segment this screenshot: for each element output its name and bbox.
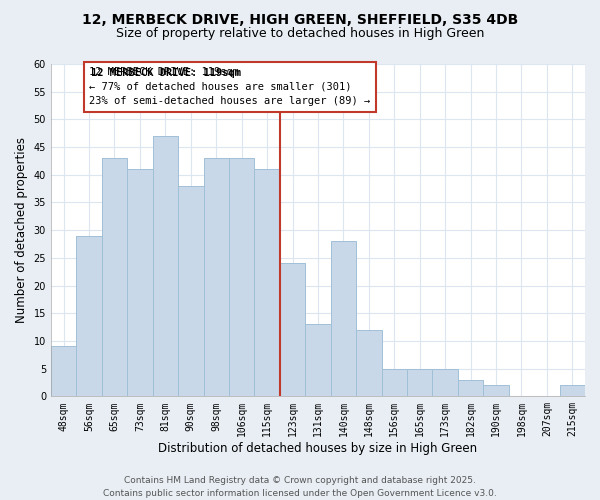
Bar xyxy=(433,368,458,396)
Bar xyxy=(254,169,280,396)
Text: Size of property relative to detached houses in High Green: Size of property relative to detached ho… xyxy=(116,28,484,40)
Bar xyxy=(560,386,585,396)
Bar xyxy=(76,236,102,396)
Bar xyxy=(280,264,305,396)
Bar xyxy=(458,380,483,396)
Bar xyxy=(102,158,127,396)
Bar xyxy=(203,158,229,396)
Text: 12 MERBECK DRIVE: 119sqm: 12 MERBECK DRIVE: 119sqm xyxy=(91,68,241,78)
Bar xyxy=(51,346,76,397)
Bar xyxy=(331,241,356,396)
Text: Contains HM Land Registry data © Crown copyright and database right 2025.
Contai: Contains HM Land Registry data © Crown c… xyxy=(103,476,497,498)
Bar xyxy=(483,386,509,396)
Bar xyxy=(305,324,331,396)
Bar xyxy=(152,136,178,396)
Bar xyxy=(382,368,407,396)
Bar xyxy=(127,169,152,396)
X-axis label: Distribution of detached houses by size in High Green: Distribution of detached houses by size … xyxy=(158,442,478,455)
Bar xyxy=(407,368,433,396)
Text: 12 MERBECK DRIVE: 119sqm
← 77% of detached houses are smaller (301)
23% of semi-: 12 MERBECK DRIVE: 119sqm ← 77% of detach… xyxy=(89,67,370,106)
Bar xyxy=(178,186,203,396)
Bar xyxy=(356,330,382,396)
Bar xyxy=(229,158,254,396)
Y-axis label: Number of detached properties: Number of detached properties xyxy=(15,137,28,323)
Text: 12, MERBECK DRIVE, HIGH GREEN, SHEFFIELD, S35 4DB: 12, MERBECK DRIVE, HIGH GREEN, SHEFFIELD… xyxy=(82,12,518,26)
